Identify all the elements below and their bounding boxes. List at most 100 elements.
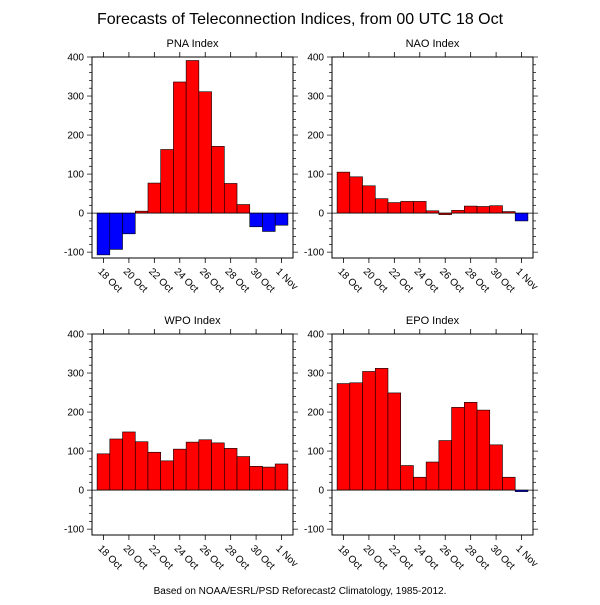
- y-tick-label: 100: [307, 170, 324, 181]
- bar-31-oct: [262, 466, 276, 491]
- bar-30-oct: [489, 205, 503, 214]
- y-tick-label: 200: [307, 131, 324, 142]
- y-tick-label: 400: [67, 330, 84, 341]
- panel-title: WPO Index: [164, 315, 221, 327]
- bar-20-oct: [122, 212, 136, 235]
- bar-30-oct: [489, 444, 503, 491]
- y-tick-label: -100: [64, 525, 84, 536]
- bar-26-oct: [198, 439, 212, 491]
- y-tick-label: 300: [67, 369, 84, 380]
- x-tick-label: 24 Oct: [172, 543, 201, 572]
- bar-22-oct: [387, 392, 401, 491]
- bar-18-oct: [96, 453, 111, 491]
- panel-title: NAO Index: [406, 38, 460, 50]
- bar-23-oct: [400, 201, 414, 214]
- x-tick-label: 18 Oct: [335, 266, 364, 295]
- x-tick-label: 26 Oct: [437, 266, 466, 295]
- x-tick-label: 24 Oct: [172, 266, 201, 295]
- bar-29-oct: [236, 204, 251, 214]
- bar-31-oct: [262, 212, 276, 232]
- x-tick-label: 24 Oct: [412, 543, 441, 572]
- y-tick-label: 400: [307, 53, 324, 64]
- bar-26-oct: [438, 440, 452, 491]
- bar-29-oct: [476, 409, 491, 491]
- y-tick-label: 0: [318, 486, 324, 497]
- bar-21-oct: [134, 441, 149, 491]
- x-tick-label: 22 Oct: [386, 266, 415, 295]
- bar-24-oct: [413, 201, 427, 214]
- x-tick-label: 30 Oct: [488, 266, 517, 295]
- bar-31-oct: [502, 476, 516, 491]
- footer-note: Based on NOAA/ESRL/PSD Reforecast2 Clima…: [154, 586, 447, 597]
- y-tick-label: -100: [64, 248, 84, 259]
- bar-18-oct: [336, 383, 351, 491]
- bar-18-oct: [336, 171, 351, 214]
- bar-24-oct: [173, 448, 187, 491]
- plot-frame: [331, 333, 534, 536]
- y-tick-label: 400: [307, 330, 324, 341]
- y-tick-label: 100: [307, 447, 324, 458]
- bar-23-oct: [160, 149, 174, 214]
- y-tick-label: 300: [307, 369, 324, 380]
- x-tick-label: 20 Oct: [121, 266, 150, 295]
- x-tick-label: 22 Oct: [146, 266, 175, 295]
- bar-25-oct: [425, 461, 440, 491]
- bar-18-oct: [96, 212, 111, 256]
- bar-30-oct: [249, 212, 263, 228]
- bar-19-oct: [349, 382, 363, 491]
- bar-24-oct: [173, 81, 187, 214]
- bar-29-oct: [236, 456, 251, 491]
- bar-30-oct: [249, 466, 263, 491]
- y-tick-label: 200: [67, 408, 84, 419]
- bar-1-nov: [274, 212, 289, 226]
- x-tick-label: 1 Nov: [273, 266, 299, 292]
- bar-21-oct: [374, 198, 389, 214]
- bar-1-nov: [514, 212, 529, 222]
- bar-27-oct: [451, 210, 465, 214]
- x-tick-label: 1 Nov: [513, 543, 539, 569]
- y-tick-label: 0: [78, 209, 84, 220]
- plot-frame: [91, 56, 294, 259]
- x-tick-label: 28 Oct: [223, 543, 252, 572]
- bar-28-oct: [464, 205, 478, 214]
- figure-title: Forecasts of Teleconnection Indices, fro…: [97, 11, 504, 28]
- x-tick-label: 26 Oct: [437, 543, 466, 572]
- x-tick-label: 28 Oct: [223, 266, 252, 295]
- bar-27-oct: [211, 442, 225, 491]
- y-tick-label: 200: [307, 408, 324, 419]
- x-tick-label: 30 Oct: [248, 266, 277, 295]
- bar-22-oct: [387, 202, 401, 214]
- x-tick-label: 18 Oct: [95, 266, 124, 295]
- bar-27-oct: [451, 407, 465, 491]
- x-tick-label: 18 Oct: [95, 543, 124, 572]
- x-tick-label: 20 Oct: [361, 266, 390, 295]
- bar-1-nov: [274, 463, 289, 491]
- y-tick-label: 300: [307, 92, 324, 103]
- plot-frame: [331, 56, 534, 259]
- x-tick-label: 22 Oct: [146, 543, 175, 572]
- y-tick-label: 100: [67, 447, 84, 458]
- x-tick-label: 24 Oct: [412, 266, 441, 295]
- y-tick-label: 300: [67, 92, 84, 103]
- bar-22-oct: [147, 451, 161, 491]
- x-tick-label: 18 Oct: [335, 543, 364, 572]
- x-tick-label: 1 Nov: [273, 543, 299, 569]
- bar-23-oct: [160, 460, 174, 491]
- bar-20-oct: [362, 185, 376, 214]
- bar-26-oct: [198, 91, 212, 214]
- bar-25-oct: [185, 441, 200, 491]
- y-tick-label: 0: [78, 486, 84, 497]
- bar-20-oct: [122, 431, 136, 491]
- panel-title: EPO Index: [406, 315, 460, 327]
- x-tick-label: 22 Oct: [386, 543, 415, 572]
- x-tick-label: 28 Oct: [463, 266, 492, 295]
- y-tick-label: 200: [67, 131, 84, 142]
- bar-27-oct: [211, 146, 225, 214]
- x-tick-label: 26 Oct: [197, 543, 226, 572]
- bar-28-oct: [224, 448, 238, 491]
- bar-22-oct: [147, 182, 161, 214]
- y-tick-label: 0: [318, 209, 324, 220]
